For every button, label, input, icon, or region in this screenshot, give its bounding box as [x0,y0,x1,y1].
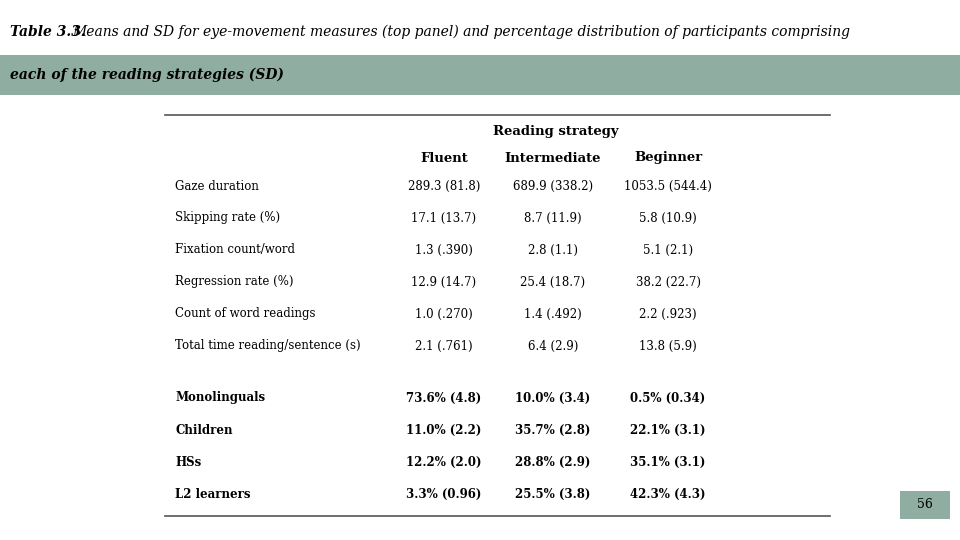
Text: 3.3% (0.96): 3.3% (0.96) [406,488,482,501]
Text: 12.9 (14.7): 12.9 (14.7) [412,275,476,288]
Text: Children: Children [175,423,232,436]
Text: 5.8 (10.9): 5.8 (10.9) [639,212,697,225]
Text: 289.3 (81.8): 289.3 (81.8) [408,179,480,192]
Text: Fixation count/word: Fixation count/word [175,244,295,256]
Text: 42.3% (4.3): 42.3% (4.3) [631,488,706,501]
Text: 22.1% (3.1): 22.1% (3.1) [631,423,706,436]
Text: 35.7% (2.8): 35.7% (2.8) [516,423,590,436]
Text: Monolinguals: Monolinguals [175,392,265,404]
Text: 2.8 (1.1): 2.8 (1.1) [528,244,578,256]
Text: 35.1% (3.1): 35.1% (3.1) [631,456,706,469]
Text: 25.4 (18.7): 25.4 (18.7) [520,275,586,288]
Text: 38.2 (22.7): 38.2 (22.7) [636,275,701,288]
Text: Gaze duration: Gaze duration [175,179,259,192]
Text: L2 learners: L2 learners [175,488,251,501]
Text: 17.1 (13.7): 17.1 (13.7) [412,212,476,225]
Text: 12.2% (2.0): 12.2% (2.0) [406,456,482,469]
Text: 0.5% (0.34): 0.5% (0.34) [631,392,706,404]
Text: 73.6% (4.8): 73.6% (4.8) [406,392,482,404]
Text: Beginner: Beginner [634,152,702,165]
Text: 1.3 (.390): 1.3 (.390) [415,244,473,256]
Text: 8.7 (11.9): 8.7 (11.9) [524,212,582,225]
Text: Count of word readings: Count of word readings [175,307,316,321]
Text: Regression rate (%): Regression rate (%) [175,275,294,288]
Bar [0,55,960,95]
Text: 11.0% (2.2): 11.0% (2.2) [406,423,482,436]
Text: Skipping rate (%): Skipping rate (%) [175,212,280,225]
Text: Intermediate: Intermediate [505,152,601,165]
Text: 6.4 (2.9): 6.4 (2.9) [528,340,578,353]
Text: 28.8% (2.9): 28.8% (2.9) [516,456,590,469]
Text: 1.0 (.270): 1.0 (.270) [415,307,473,321]
Text: 13.8 (5.9): 13.8 (5.9) [639,340,697,353]
Text: 25.5% (3.8): 25.5% (3.8) [516,488,590,501]
Text: 5.1 (2.1): 5.1 (2.1) [643,244,693,256]
Text: 2.2 (.923): 2.2 (.923) [639,307,697,321]
Text: Total time reading/sentence (s): Total time reading/sentence (s) [175,340,361,353]
Text: each of the reading strategies (SD): each of the reading strategies (SD) [10,68,284,82]
Text: Table 3.3.: Table 3.3. [10,25,90,39]
Text: 10.0% (3.4): 10.0% (3.4) [516,392,590,404]
Text: 56: 56 [917,498,933,511]
Text: 2.1 (.761): 2.1 (.761) [415,340,473,353]
Text: Reading strategy: Reading strategy [493,125,619,138]
Text: 1.4 (.492): 1.4 (.492) [524,307,582,321]
Text: 1053.5 (544.4): 1053.5 (544.4) [624,179,712,192]
Text: HSs: HSs [175,456,202,469]
Text: 689.9 (338.2): 689.9 (338.2) [513,179,593,192]
Text: Fluent: Fluent [420,152,468,165]
Text: Means and SD for eye-movement measures (top panel) and percentage distribution o: Means and SD for eye-movement measures (… [72,25,850,39]
Bar [900,491,950,519]
